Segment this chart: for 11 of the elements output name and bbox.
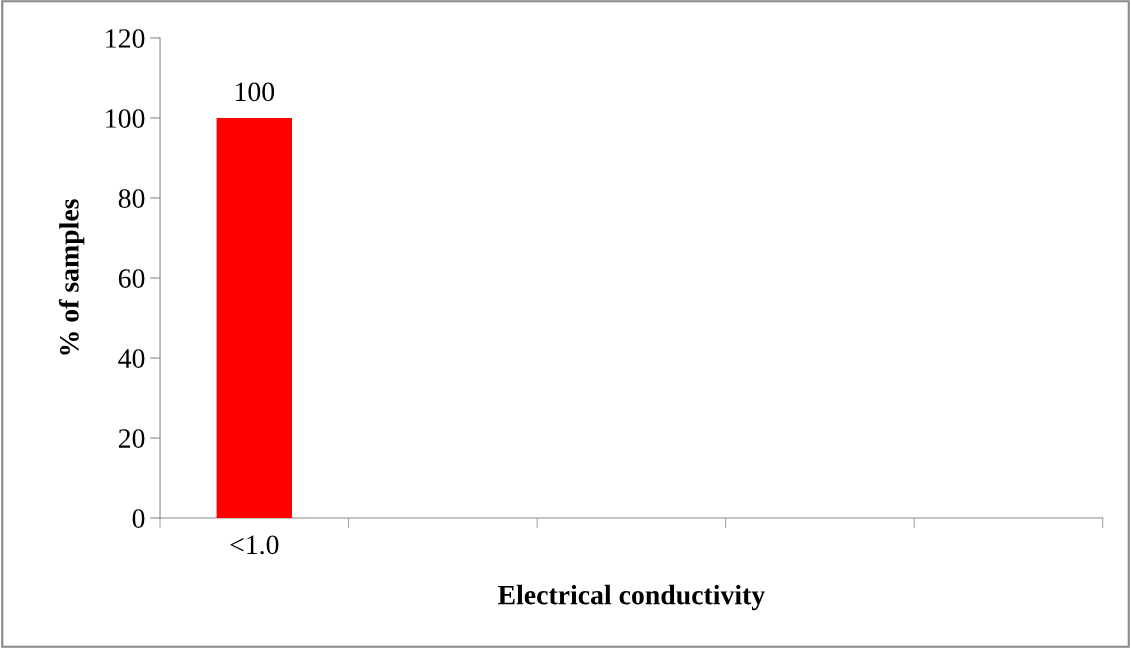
y-tick-label: 80 [118, 189, 145, 208]
y-tick-label: 0 [132, 509, 145, 528]
y-tick-label: 60 [118, 269, 145, 288]
y-tick-label: 120 [106, 29, 145, 48]
y-tick-label: 100 [106, 109, 145, 128]
y-tick-label: 40 [118, 349, 145, 368]
x-tick-label: <1.0 [230, 535, 279, 555]
x-axis-title: Electrical conductivity [498, 584, 765, 611]
y-tick-label: 20 [118, 429, 145, 448]
data-label: 100 [235, 82, 275, 102]
y-axis-title: % of samples [58, 199, 85, 355]
